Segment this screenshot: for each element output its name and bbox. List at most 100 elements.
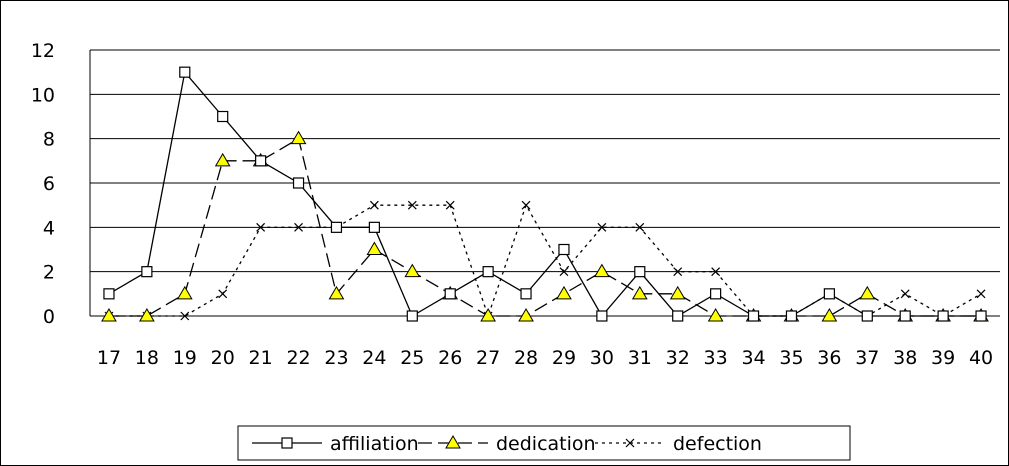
- legend: affiliation dedication defection: [237, 425, 851, 461]
- x-tick-label: 38: [893, 347, 917, 369]
- x-tick-label: 39: [931, 347, 955, 369]
- point-affiliation: [823, 288, 835, 300]
- legend-marker-defection: [625, 438, 635, 448]
- point-affiliation: [710, 288, 722, 300]
- y-tick-label: 4: [43, 217, 55, 239]
- point-dedication: [480, 308, 496, 322]
- point-dedication: [669, 285, 686, 300]
- point-dedication: [556, 285, 572, 300]
- x-tick-label: 27: [476, 347, 500, 369]
- point-dedication: [366, 241, 383, 255]
- point-affiliation: [861, 310, 873, 322]
- point-defection: [521, 200, 531, 210]
- point-affiliation: [558, 243, 570, 256]
- point-affiliation: [596, 310, 608, 322]
- point-defection: [976, 289, 986, 299]
- point-affiliation: [368, 221, 380, 233]
- x-tick-label: 23: [324, 347, 348, 369]
- x-tick-label: 28: [514, 347, 538, 369]
- x-tick-label: 18: [135, 347, 159, 369]
- point-defection: [900, 289, 910, 299]
- point-defection: [711, 267, 721, 277]
- x-axis-ticks: 17 18 19 20 21 22 23 24 25 26 27 28 29 30 31 32 33 34 35 36…: [97, 347, 993, 369]
- point-dedication: [859, 285, 876, 300]
- point-defection: [597, 222, 607, 232]
- y-tick-label: 2: [43, 262, 55, 284]
- legend-item-affiliation: affiliation: [252, 433, 419, 455]
- point-affiliation: [217, 110, 229, 123]
- point-defection: [218, 289, 228, 299]
- x-tick-label: 26: [438, 347, 462, 369]
- x-tick-label: 30: [590, 347, 614, 369]
- point-affiliation: [255, 155, 267, 167]
- x-tick-label: 34: [741, 347, 765, 369]
- y-tick-label: 10: [31, 84, 55, 106]
- point-defection: [673, 267, 683, 277]
- legend-label-defection: defection: [673, 433, 762, 455]
- point-dedication: [290, 130, 307, 145]
- x-tick-label: 31: [628, 347, 652, 369]
- point-affiliation: [406, 310, 418, 322]
- x-tick-label: 35: [779, 347, 803, 369]
- point-affiliation: [520, 288, 532, 300]
- point-dedication: [594, 263, 610, 278]
- legend-label-affiliation: affiliation: [330, 433, 419, 455]
- point-affiliation: [103, 288, 115, 300]
- y-tick-label: 6: [43, 173, 55, 195]
- legend-marker-dedication: [445, 435, 461, 449]
- x-tick-label: 32: [666, 347, 690, 369]
- point-dedication: [518, 308, 534, 322]
- x-tick-label: 36: [817, 347, 841, 369]
- point-affiliation: [330, 221, 343, 233]
- x-tick-label: 22: [286, 347, 310, 369]
- point-affiliation: [634, 266, 646, 278]
- point-dedication: [328, 285, 345, 300]
- point-dedication: [631, 285, 648, 300]
- point-dedication: [101, 308, 117, 322]
- point-defection: [369, 200, 379, 210]
- series-markers: [101, 66, 989, 322]
- legend-marker-affiliation: [281, 437, 293, 449]
- point-dedication: [821, 308, 838, 322]
- point-affiliation: [937, 310, 949, 322]
- point-defection: [559, 267, 569, 277]
- point-affiliation: [672, 310, 684, 322]
- point-defection: [635, 222, 645, 232]
- series-line-affiliation: [108, 70, 982, 318]
- legend-box: [237, 425, 851, 461]
- point-affiliation: [747, 310, 760, 322]
- gridlines: [89, 49, 1000, 317]
- x-tick-label: 33: [704, 347, 728, 369]
- x-tick-label: 21: [249, 347, 273, 369]
- point-defection: [407, 200, 417, 210]
- y-axis-ticks: 0 2 4 6 8 10 12: [31, 40, 55, 328]
- x-tick-label: 37: [855, 347, 879, 369]
- series-line-dedication: [108, 137, 982, 317]
- point-defection: [180, 311, 190, 321]
- point-affiliation: [482, 266, 494, 278]
- point-affiliation: [179, 66, 191, 78]
- y-tick-label: 8: [43, 129, 55, 151]
- point-affiliation: [444, 288, 456, 300]
- x-tick-label: 19: [173, 347, 197, 369]
- x-tick-label: 29: [552, 347, 576, 369]
- x-tick-label: 20: [211, 347, 235, 369]
- point-affiliation: [141, 266, 153, 278]
- x-tick-label: 17: [97, 347, 121, 369]
- series-lines: [108, 70, 982, 319]
- y-tick-label: 0: [43, 306, 55, 328]
- point-dedication: [404, 263, 421, 278]
- y-tick-label: 12: [31, 40, 55, 62]
- legend-item-dedication: dedication: [418, 433, 596, 455]
- point-dedication: [214, 152, 231, 167]
- point-affiliation: [975, 310, 987, 322]
- point-dedication: [176, 285, 193, 300]
- point-dedication: [707, 308, 724, 322]
- x-tick-label: 24: [362, 347, 386, 369]
- point-dedication: [139, 308, 155, 322]
- point-affiliation: [899, 310, 911, 322]
- point-affiliation: [292, 177, 305, 189]
- point-affiliation: [785, 310, 798, 322]
